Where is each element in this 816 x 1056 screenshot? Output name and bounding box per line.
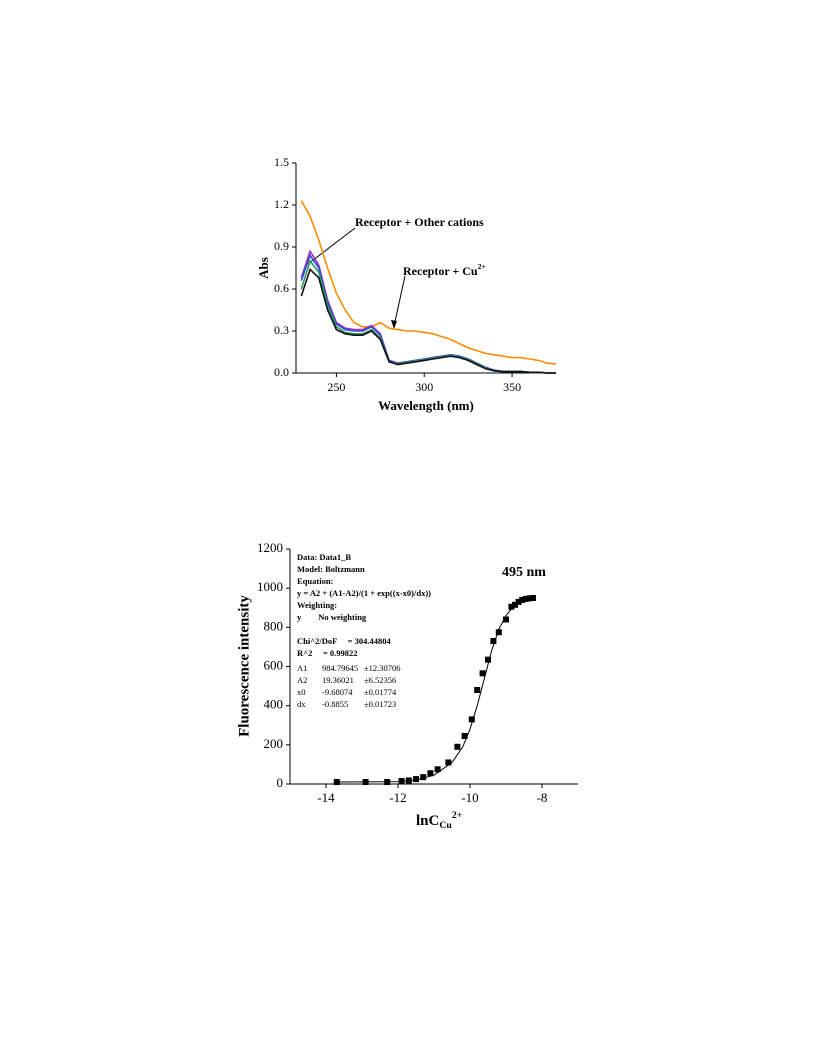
y-tick-label: 1.2 bbox=[274, 197, 289, 211]
fit-report-line: R^2 = 0.99822 bbox=[297, 648, 358, 658]
x-tick-label: 300 bbox=[415, 380, 433, 394]
fit-parameter: ±0.01774 bbox=[364, 687, 397, 697]
x-tick-label: -10 bbox=[461, 790, 478, 805]
arrow-head bbox=[391, 320, 397, 329]
x-axis-label: lnCCu2+ bbox=[416, 810, 463, 831]
data-point bbox=[474, 687, 481, 693]
y-tick-label: 1200 bbox=[257, 540, 283, 555]
x-tick-label: -12 bbox=[389, 790, 406, 805]
fit-parameter: ±0.01723 bbox=[364, 699, 396, 709]
data-point bbox=[495, 629, 502, 636]
spectrum-line bbox=[300, 267, 556, 374]
data-point bbox=[434, 766, 441, 773]
y-tick-label: 600 bbox=[264, 657, 284, 672]
fit-parameter: A1 bbox=[297, 663, 307, 673]
data-point bbox=[508, 603, 515, 610]
y-tick-label: 0 bbox=[277, 775, 284, 790]
y-tick-label: 0.0 bbox=[274, 365, 289, 379]
fit-parameter: ±6.52356 bbox=[364, 675, 396, 685]
fit-parameter: 984.79645 bbox=[322, 663, 358, 673]
data-point bbox=[522, 595, 529, 602]
data-point bbox=[503, 616, 509, 623]
data-point bbox=[468, 716, 475, 723]
data-point bbox=[485, 656, 491, 663]
y-axis-label: Fluorescence intensity bbox=[236, 595, 252, 737]
data-point bbox=[427, 770, 434, 777]
fit-report-line: Chi^2/DoF = 304.44804 bbox=[297, 636, 392, 646]
data-point bbox=[420, 774, 427, 781]
y-tick-label: 0.9 bbox=[274, 239, 289, 253]
fit-parameter: 19.36021 bbox=[322, 675, 354, 685]
data-point bbox=[461, 733, 468, 740]
data-point bbox=[530, 594, 536, 601]
data-point bbox=[333, 779, 340, 786]
fit-parameter: dx bbox=[297, 699, 306, 709]
annotation: 495 nm bbox=[502, 565, 546, 580]
y-tick-label: 1.5 bbox=[274, 155, 289, 169]
y-axis-label: Abs bbox=[256, 257, 271, 279]
x-tick-label: 350 bbox=[503, 380, 521, 394]
x-tick-label: -8 bbox=[537, 790, 548, 805]
fit-report-line: Equation: bbox=[297, 576, 334, 586]
x-axis-label-sup: 2+ bbox=[452, 810, 463, 821]
fit-parameter: A2 bbox=[297, 675, 307, 685]
annotation-main: Receptor + Cu bbox=[403, 264, 478, 278]
annotation: Receptor + Cu2+ bbox=[403, 262, 487, 278]
fit-report-line: y No weighting bbox=[297, 612, 367, 622]
data-point bbox=[454, 743, 461, 750]
data-point bbox=[445, 759, 452, 766]
data-point bbox=[490, 638, 497, 645]
fit-report-line: Data: Data1_B bbox=[297, 552, 351, 562]
spectrum-line bbox=[300, 200, 557, 365]
y-tick-label: 400 bbox=[264, 697, 284, 712]
fit-report-line: y = A2 + (A1-A2)/(1 + exp((x-x0)/dx)) bbox=[297, 588, 431, 598]
fit-report-line: Weighting: bbox=[297, 600, 337, 610]
data-point bbox=[512, 601, 518, 608]
y-tick-label: 1000 bbox=[257, 579, 283, 594]
fit-report-line: Model: Boltzmann bbox=[297, 564, 365, 574]
x-axis-label: Wavelength (nm) bbox=[378, 398, 474, 413]
y-tick-label: 200 bbox=[264, 736, 284, 751]
spectrum-line bbox=[300, 259, 556, 374]
data-point bbox=[519, 596, 526, 603]
x-tick-label: -14 bbox=[317, 790, 335, 805]
annotation-sup: 2+ bbox=[478, 262, 487, 271]
arrow bbox=[393, 275, 406, 327]
data-point bbox=[526, 595, 533, 602]
fit-parameter: -9.68074 bbox=[322, 687, 353, 697]
data-point bbox=[479, 670, 486, 677]
data-point bbox=[515, 598, 522, 605]
x-axis-label-sub: Cu bbox=[439, 820, 452, 831]
y-tick-label: 0.3 bbox=[274, 323, 289, 337]
x-axis-label-main: lnC bbox=[416, 813, 439, 829]
arrow bbox=[307, 227, 356, 265]
y-tick-label: 800 bbox=[264, 618, 284, 633]
x-tick-label: 250 bbox=[327, 380, 345, 394]
data-point bbox=[413, 776, 419, 783]
annotation: Receptor + Other cations bbox=[355, 215, 484, 229]
fit-line bbox=[336, 597, 534, 783]
annotation-main: Receptor + Other cations bbox=[355, 215, 484, 229]
fit-parameter: x0 bbox=[297, 687, 306, 697]
fit-parameter: ±12.30706 bbox=[364, 663, 401, 673]
fit-parameter: -0.8855 bbox=[322, 699, 348, 709]
y-tick-label: 0.6 bbox=[274, 281, 289, 295]
